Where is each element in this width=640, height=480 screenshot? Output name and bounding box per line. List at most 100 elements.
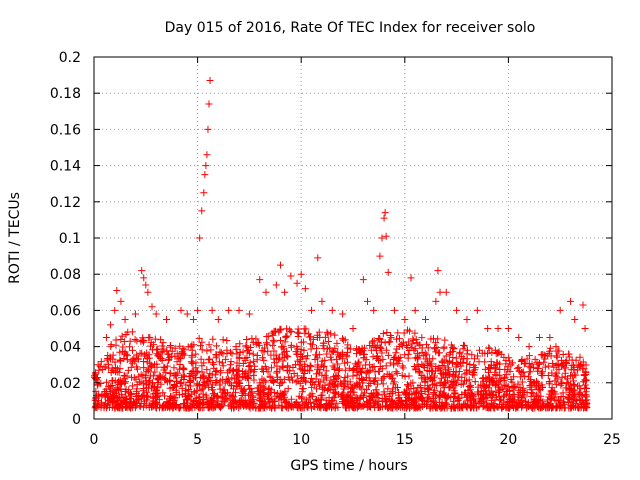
data-point <box>199 382 207 390</box>
data-point <box>200 372 208 380</box>
data-point <box>278 350 286 358</box>
data-point <box>159 347 167 355</box>
data-point <box>282 333 290 341</box>
data-point <box>188 346 196 354</box>
data-point <box>178 384 186 392</box>
data-point <box>232 379 240 387</box>
data-point <box>435 402 443 410</box>
data-point <box>387 398 395 406</box>
data-point <box>130 354 138 362</box>
data-point <box>145 381 153 389</box>
data-point <box>217 349 225 357</box>
data-point <box>346 345 354 353</box>
data-point <box>514 404 522 412</box>
data-point <box>337 392 345 400</box>
data-point <box>150 383 158 391</box>
data-point <box>295 329 303 337</box>
data-point <box>161 364 169 372</box>
data-point <box>476 346 484 354</box>
data-point <box>107 341 115 349</box>
data-point <box>411 345 419 353</box>
data-point <box>112 389 120 397</box>
data-point <box>425 386 433 394</box>
data-point <box>273 355 281 363</box>
data-point <box>97 398 105 406</box>
data-point <box>306 391 314 399</box>
data-point <box>226 361 234 369</box>
data-point <box>326 380 334 388</box>
data-point <box>362 369 370 377</box>
data-point <box>557 381 565 389</box>
data-point <box>369 337 377 345</box>
data-point <box>141 351 149 359</box>
data-point <box>430 372 438 380</box>
data-point <box>229 367 237 375</box>
data-point <box>296 402 304 410</box>
data-point <box>197 386 205 394</box>
data-point <box>415 368 423 376</box>
data-point <box>201 381 209 389</box>
data-point <box>284 385 292 393</box>
data-point <box>294 332 302 340</box>
data-point <box>352 404 360 412</box>
data-point <box>485 344 493 352</box>
data-point <box>540 358 548 366</box>
data-point <box>121 315 129 323</box>
data-point <box>288 402 296 410</box>
data-point <box>133 337 141 345</box>
data-point <box>318 371 326 379</box>
data-point <box>281 288 289 296</box>
data-point <box>383 328 391 336</box>
data-point <box>429 355 437 363</box>
data-point <box>341 380 349 388</box>
data-point <box>166 404 174 412</box>
data-point <box>149 341 157 349</box>
data-point <box>525 343 533 351</box>
data-point <box>368 363 376 371</box>
data-point <box>562 358 570 366</box>
data-point <box>135 372 143 380</box>
data-point <box>582 368 590 376</box>
data-point <box>398 362 406 370</box>
y-tick-label: 0.04 <box>50 340 81 356</box>
data-point <box>210 394 218 402</box>
data-point <box>192 350 200 358</box>
data-point <box>166 376 174 384</box>
data-point <box>248 335 256 343</box>
data-point <box>416 382 424 390</box>
data-point <box>318 357 326 365</box>
data-point <box>476 391 484 399</box>
x-tick-label: 15 <box>396 432 414 448</box>
data-point <box>423 366 431 374</box>
data-point <box>400 388 408 396</box>
data-point <box>378 234 386 242</box>
data-point <box>369 353 377 361</box>
data-point <box>178 349 186 357</box>
data-point <box>179 400 187 408</box>
data-point <box>216 348 224 356</box>
data-point <box>466 361 474 369</box>
data-point <box>198 207 206 215</box>
scatter-points <box>90 77 591 412</box>
data-point <box>326 386 334 394</box>
data-point <box>400 404 408 412</box>
data-point <box>227 381 235 389</box>
data-point <box>538 350 546 358</box>
data-point <box>484 368 492 376</box>
data-point <box>214 315 222 323</box>
data-point <box>483 375 491 383</box>
data-point <box>119 343 127 351</box>
data-point <box>318 384 326 392</box>
data-point <box>276 337 284 345</box>
data-point <box>198 362 206 370</box>
data-point <box>409 379 417 387</box>
data-point <box>560 400 568 408</box>
data-point <box>131 310 139 318</box>
data-point <box>422 402 430 410</box>
data-point <box>262 365 270 373</box>
data-point <box>432 297 440 305</box>
data-point <box>312 351 320 359</box>
data-point <box>107 321 115 329</box>
data-point <box>259 354 267 362</box>
data-point <box>315 382 323 390</box>
